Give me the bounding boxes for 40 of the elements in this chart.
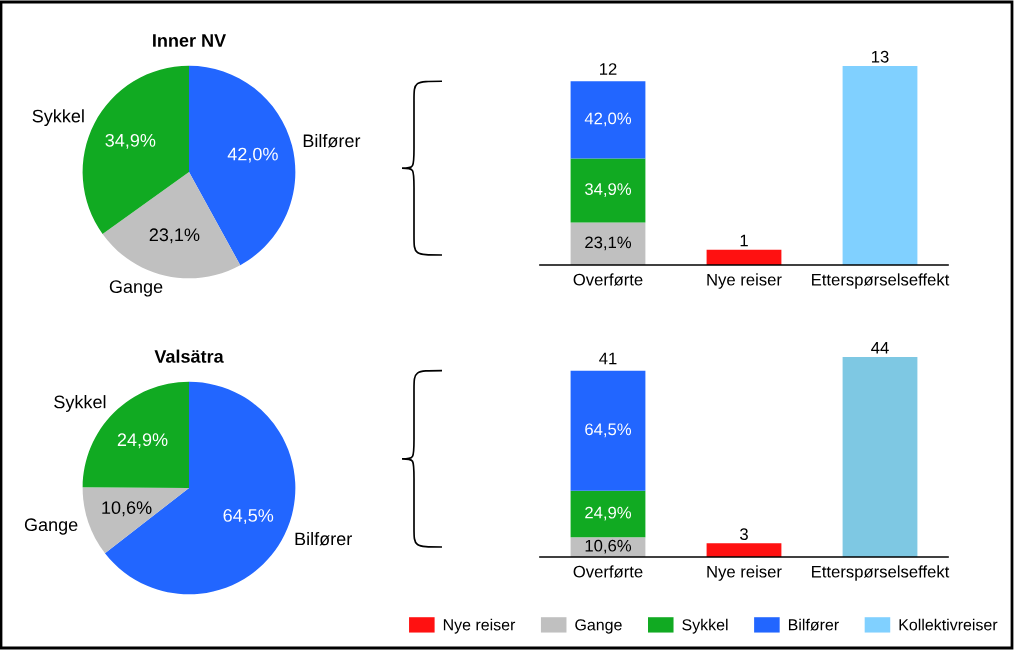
x-tick-label: Nye reiser [707, 565, 782, 581]
slice-label: Sykkel [54, 395, 106, 412]
annotation: 34,9% [585, 183, 632, 197]
pie-slice [82, 487, 189, 554]
data-label: 64,5% [223, 509, 274, 524]
annotation: 10,6% [585, 539, 632, 554]
x-tick-label: Etterspørselseffekt [812, 273, 950, 289]
annotation: 23,1% [585, 236, 632, 251]
data-label: 24,9% [117, 433, 168, 449]
chart-title: Valsätra [154, 349, 224, 363]
data-label: 10,6% [102, 501, 152, 517]
annotation: 64,5% [585, 423, 632, 438]
x-tick-label: Overførte [573, 273, 643, 286]
data-label: 44 [871, 342, 889, 354]
data-label: 13 [872, 50, 889, 63]
total-label: 41 [599, 352, 617, 365]
legend-label: Sykkel [682, 618, 728, 634]
x-tick-label: Etterspørselseffekt [812, 565, 950, 581]
legend-label: Nye reiser [443, 618, 516, 634]
slice-label: Bilfører [295, 531, 352, 546]
legend-label: Bilfører [788, 618, 839, 631]
slice-label: Bilfører [303, 133, 361, 148]
slice-label: Gange [24, 518, 78, 535]
data-label: 3 [740, 528, 748, 541]
annotation: 24,9% [585, 506, 632, 521]
data-label: 1 [740, 234, 748, 247]
pie-slice [104, 381, 296, 595]
data-label: 34,9% [105, 133, 156, 149]
slice-label: Gange [109, 280, 163, 297]
chart-title: Inner NV [153, 34, 226, 47]
x-tick-label: Nye reiser [707, 273, 782, 289]
legend-label: Gange [575, 619, 622, 634]
total-label: 12 [600, 63, 617, 75]
legend-label: Kollektivreiser [899, 618, 998, 631]
annotation: 42,0% [584, 112, 632, 127]
data-label: 23,1% [149, 228, 200, 244]
data-label: 42,0% [227, 147, 278, 163]
slice-label: Sykkel [32, 109, 84, 126]
pie-slice [102, 172, 241, 279]
x-tick-label: Overførte [573, 565, 643, 578]
